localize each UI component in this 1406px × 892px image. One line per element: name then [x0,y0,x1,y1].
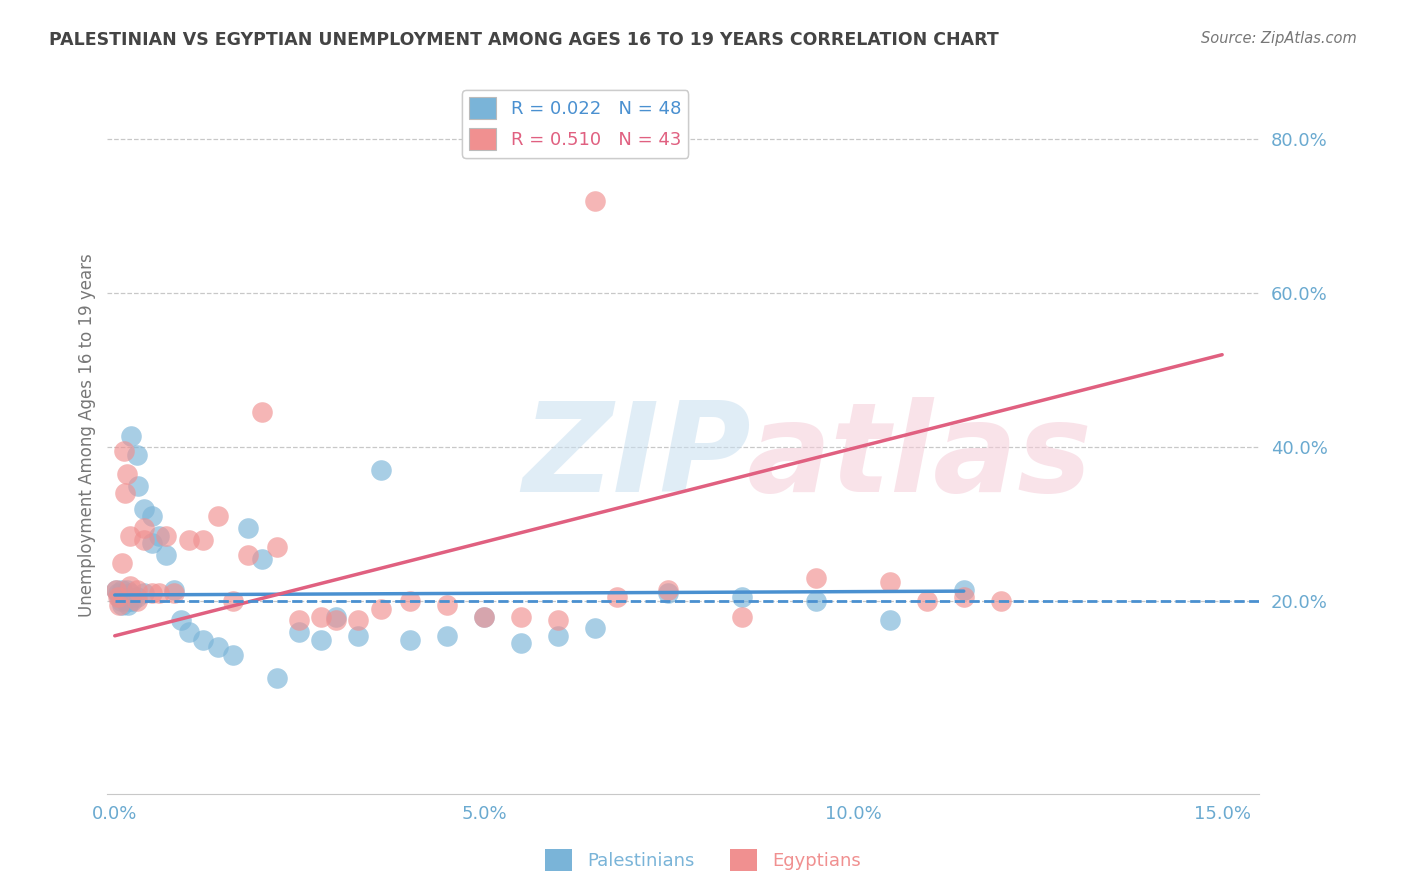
Point [141,509,163,524]
Point [547,614,569,628]
Point [804,571,827,585]
Point [509,636,531,650]
Point [121,594,143,608]
Point [236,548,259,562]
Text: ZIP: ZIP [522,397,751,517]
Point [731,591,754,605]
Point [325,609,347,624]
Point [105,582,128,597]
Point [252,551,274,566]
Point [266,540,288,554]
Point [879,574,901,589]
Point [288,614,311,628]
Point [134,501,156,516]
Point [804,594,827,608]
Point [112,444,135,458]
Point [472,609,495,624]
Point [583,621,606,635]
Point [990,594,1012,608]
Point [288,624,311,639]
Point [311,632,333,647]
Point [125,594,148,608]
Point [252,405,274,419]
Point [583,194,606,208]
Point [222,594,245,608]
Point [163,582,186,597]
Point [141,536,163,550]
Point [311,609,333,624]
Point [370,602,392,616]
Point [266,671,288,685]
Point [120,428,142,442]
Point [134,586,156,600]
Point [107,586,129,600]
Point [163,586,186,600]
Point [118,579,141,593]
Point [222,648,245,662]
Point [177,533,200,547]
Text: atlas: atlas [747,397,1092,517]
Point [879,614,901,628]
Point [110,594,132,608]
Point [114,594,136,608]
Point [370,463,392,477]
Point [111,598,134,612]
Point [111,582,134,597]
Text: PALESTINIAN VS EGYPTIAN UNEMPLOYMENT AMONG AGES 16 TO 19 YEARS CORRELATION CHART: PALESTINIAN VS EGYPTIAN UNEMPLOYMENT AMO… [49,31,998,49]
Point [118,586,141,600]
Point [127,478,149,492]
Point [155,529,177,543]
Point [115,582,138,597]
Point [436,598,458,612]
Point [107,591,129,605]
Point [177,624,200,639]
Point [509,609,531,624]
Point [915,594,938,608]
Point [952,591,974,605]
Point [472,609,495,624]
Point [148,529,170,543]
Point [347,629,370,643]
Point [108,598,131,612]
Point [170,614,193,628]
Point [134,521,156,535]
Point [118,594,141,608]
Point [105,582,128,597]
Point [111,556,134,570]
Point [125,582,148,597]
Point [399,594,422,608]
Text: Source: ZipAtlas.com: Source: ZipAtlas.com [1201,31,1357,46]
Point [657,582,679,597]
Point [207,640,229,655]
Point [547,629,569,643]
Point [325,614,347,628]
Point [108,591,131,605]
Point [125,591,148,605]
Point [141,586,163,600]
Point [657,586,679,600]
Point [125,448,148,462]
Point [112,591,135,605]
Legend: R = 0.022   N = 48, R = 0.510   N = 43: R = 0.022 N = 48, R = 0.510 N = 43 [463,90,689,158]
Point [606,591,628,605]
Point [347,614,370,628]
Point [193,533,215,547]
Point [148,586,170,600]
Point [134,533,156,547]
Point [114,486,136,500]
Point [952,582,974,597]
Point [436,629,458,643]
Point [731,609,754,624]
Point [399,632,422,647]
Legend: Palestinians, Egyptians: Palestinians, Egyptians [538,842,868,879]
Point [117,598,139,612]
Point [118,529,141,543]
Point [207,509,229,524]
Y-axis label: Unemployment Among Ages 16 to 19 years: Unemployment Among Ages 16 to 19 years [79,253,96,617]
Point [155,548,177,562]
Point [236,521,259,535]
Point [115,467,138,481]
Point [193,632,215,647]
